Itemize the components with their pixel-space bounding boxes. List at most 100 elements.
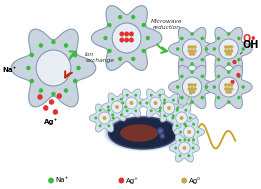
- Circle shape: [126, 97, 137, 109]
- Circle shape: [142, 49, 146, 53]
- Circle shape: [107, 49, 112, 53]
- Circle shape: [237, 96, 241, 99]
- Circle shape: [201, 37, 204, 40]
- Circle shape: [48, 177, 54, 184]
- Polygon shape: [205, 27, 252, 70]
- Circle shape: [107, 23, 112, 27]
- Circle shape: [193, 49, 197, 53]
- Circle shape: [131, 15, 135, 19]
- Circle shape: [227, 49, 230, 53]
- Circle shape: [193, 83, 197, 87]
- Circle shape: [157, 127, 164, 135]
- Circle shape: [190, 83, 194, 87]
- Circle shape: [219, 77, 238, 97]
- Circle shape: [183, 126, 195, 138]
- Circle shape: [158, 109, 161, 112]
- Circle shape: [176, 85, 179, 89]
- Circle shape: [183, 123, 186, 126]
- Circle shape: [176, 124, 179, 127]
- Circle shape: [182, 77, 202, 97]
- Circle shape: [217, 37, 220, 40]
- Circle shape: [180, 58, 184, 61]
- Circle shape: [227, 32, 230, 36]
- Polygon shape: [174, 118, 205, 146]
- Circle shape: [118, 177, 124, 184]
- Circle shape: [190, 45, 194, 49]
- Polygon shape: [169, 27, 216, 70]
- Circle shape: [107, 124, 110, 127]
- Circle shape: [228, 52, 232, 56]
- Circle shape: [29, 53, 34, 57]
- Circle shape: [230, 49, 233, 53]
- Circle shape: [187, 49, 191, 53]
- Circle shape: [124, 37, 129, 43]
- Circle shape: [187, 83, 191, 87]
- Text: Na⁺: Na⁺: [3, 67, 17, 73]
- Circle shape: [112, 23, 141, 53]
- Circle shape: [228, 90, 232, 94]
- Circle shape: [197, 130, 199, 133]
- Circle shape: [227, 100, 230, 104]
- Circle shape: [150, 94, 153, 97]
- Circle shape: [154, 101, 157, 105]
- Circle shape: [227, 87, 230, 91]
- Circle shape: [226, 52, 229, 56]
- Circle shape: [179, 142, 190, 154]
- Circle shape: [43, 105, 49, 111]
- Circle shape: [224, 45, 228, 49]
- Circle shape: [107, 109, 110, 112]
- Circle shape: [190, 62, 194, 66]
- Circle shape: [64, 43, 68, 48]
- Circle shape: [29, 79, 34, 83]
- Circle shape: [217, 58, 220, 61]
- Circle shape: [237, 58, 241, 61]
- Circle shape: [192, 90, 195, 94]
- Circle shape: [112, 116, 115, 119]
- Circle shape: [230, 83, 233, 87]
- Circle shape: [179, 154, 181, 157]
- Circle shape: [111, 98, 114, 101]
- Circle shape: [187, 45, 191, 49]
- Circle shape: [224, 87, 228, 91]
- Circle shape: [39, 88, 43, 93]
- Text: OH: OH: [242, 40, 259, 50]
- Circle shape: [111, 113, 114, 116]
- Circle shape: [193, 45, 197, 49]
- Circle shape: [180, 37, 184, 40]
- Circle shape: [182, 39, 202, 59]
- Circle shape: [236, 73, 240, 77]
- Circle shape: [129, 32, 134, 36]
- Polygon shape: [169, 65, 216, 109]
- Text: Ag⁺: Ag⁺: [126, 177, 139, 184]
- Text: Microwave
reduction: Microwave reduction: [151, 19, 183, 30]
- Circle shape: [217, 75, 220, 78]
- Circle shape: [176, 106, 179, 109]
- Circle shape: [163, 101, 166, 105]
- Polygon shape: [11, 29, 96, 107]
- Circle shape: [237, 37, 241, 40]
- Text: Na⁺: Na⁺: [56, 177, 69, 184]
- Circle shape: [129, 101, 133, 105]
- Polygon shape: [116, 89, 147, 117]
- Circle shape: [192, 52, 195, 56]
- Circle shape: [226, 90, 229, 94]
- Ellipse shape: [106, 116, 180, 150]
- Circle shape: [99, 124, 102, 127]
- Circle shape: [190, 100, 194, 104]
- Text: Ion
exchange: Ion exchange: [85, 52, 114, 63]
- Circle shape: [99, 109, 102, 112]
- Circle shape: [212, 85, 216, 89]
- Circle shape: [39, 43, 43, 48]
- Circle shape: [179, 139, 181, 142]
- Circle shape: [190, 70, 194, 74]
- Circle shape: [180, 116, 183, 120]
- Circle shape: [129, 37, 134, 43]
- Polygon shape: [140, 89, 171, 117]
- Circle shape: [120, 32, 124, 36]
- Circle shape: [187, 154, 190, 157]
- Circle shape: [193, 87, 197, 91]
- Text: O•: O•: [242, 34, 257, 44]
- Circle shape: [190, 87, 194, 91]
- Polygon shape: [89, 104, 120, 132]
- Circle shape: [94, 116, 97, 119]
